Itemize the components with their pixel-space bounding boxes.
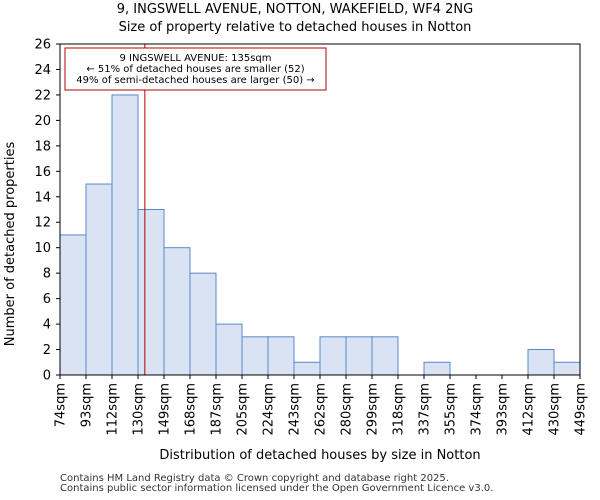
x-tick-label-393sqm: 393sqm xyxy=(496,383,511,436)
x-tick-label-280sqm: 280sqm xyxy=(340,383,355,436)
x-tick-label-449sqm: 449sqm xyxy=(574,383,589,436)
x-tick-label-262sqm: 262sqm xyxy=(314,383,329,436)
x-tick-label-130sqm: 130sqm xyxy=(132,383,147,436)
annotation-line-3: 49% of semi-detached houses are larger (… xyxy=(76,75,314,86)
bar-187sqm xyxy=(215,323,243,376)
x-tick-label-149sqm: 149sqm xyxy=(158,383,173,436)
x-tick-label-224sqm: 224sqm xyxy=(262,383,277,436)
annotation-box: 9 INGSWELL AVENUE: 135sqm ← 51% of detac… xyxy=(64,47,327,91)
y-tick-label-26: 26 xyxy=(34,38,51,53)
x-tick-label-430sqm: 430sqm xyxy=(548,383,563,436)
bar-430sqm xyxy=(553,361,581,376)
y-tick-label-2: 2 xyxy=(43,343,51,358)
annotation-frame xyxy=(64,47,327,91)
x-tick-label-205sqm: 205sqm xyxy=(236,383,251,436)
y-tick-label-10: 10 xyxy=(34,241,51,256)
y-axis-label: Number of detached properties xyxy=(3,142,18,347)
annotation-line-1: 9 INGSWELL AVENUE: 135sqm xyxy=(119,53,271,64)
x-tick-label-187sqm: 187sqm xyxy=(210,383,225,436)
annotation-line-2: ← 51% of detached houses are smaller (52… xyxy=(86,64,304,75)
x-tick-label-412sqm: 412sqm xyxy=(522,383,537,436)
y-tick-label-24: 24 xyxy=(34,63,51,78)
bar-412sqm xyxy=(527,349,555,376)
bar-74sqm xyxy=(59,234,87,376)
y-tick-label-8: 8 xyxy=(43,267,51,282)
bars-group xyxy=(59,94,581,376)
footer-line-1: Contains HM Land Registry data © Crown c… xyxy=(60,473,449,484)
x-tick-label-74sqm: 74sqm xyxy=(54,383,69,427)
y-tick-label-0: 0 xyxy=(43,369,51,384)
bar-337sqm xyxy=(423,361,451,376)
bar-205sqm xyxy=(241,336,269,376)
bar-93sqm xyxy=(85,183,113,376)
bar-280sqm xyxy=(345,336,373,376)
bar-112sqm xyxy=(111,94,139,376)
chart-subtitle: Size of property relative to detached ho… xyxy=(119,20,472,35)
x-tick-label-243sqm: 243sqm xyxy=(288,383,303,436)
x-tick-label-374sqm: 374sqm xyxy=(470,383,485,436)
x-tick-label-355sqm: 355sqm xyxy=(444,383,459,436)
bar-243sqm xyxy=(293,361,321,376)
y-tick-label-6: 6 xyxy=(43,292,51,307)
x-tick-label-337sqm: 337sqm xyxy=(418,383,433,436)
x-tick-label-318sqm: 318sqm xyxy=(392,383,407,436)
y-tick-label-18: 18 xyxy=(34,139,51,154)
x-axis-ticks: 74sqm 93sqm 112sqm 130sqm 149sqm 168sqm 187sqm… xyxy=(54,375,589,436)
x-tick-label-299sqm: 299sqm xyxy=(366,383,381,436)
x-axis-label: Distribution of detached houses by size … xyxy=(159,448,480,463)
y-tick-label-16: 16 xyxy=(34,165,51,180)
bar-224sqm xyxy=(267,336,295,376)
y-tick-label-14: 14 xyxy=(34,190,51,205)
x-tick-label-93sqm: 93sqm xyxy=(80,383,95,427)
x-tick-label-112sqm: 112sqm xyxy=(106,383,121,436)
bar-149sqm xyxy=(163,247,191,376)
bar-168sqm xyxy=(189,272,217,376)
y-tick-label-12: 12 xyxy=(34,216,51,231)
bar-130sqm xyxy=(137,209,165,376)
chart-title: 9, INGSWELL AVENUE, NOTTON, WAKEFIELD, W… xyxy=(117,2,473,17)
y-tick-label-22: 22 xyxy=(34,88,51,103)
bar-299sqm xyxy=(371,336,399,376)
y-tick-label-20: 20 xyxy=(34,114,51,129)
y-tick-label-4: 4 xyxy=(43,318,51,333)
bar-262sqm xyxy=(319,336,347,376)
footer-line-2: Contains public sector information licen… xyxy=(60,483,494,494)
x-tick-label-168sqm: 168sqm xyxy=(184,383,199,436)
